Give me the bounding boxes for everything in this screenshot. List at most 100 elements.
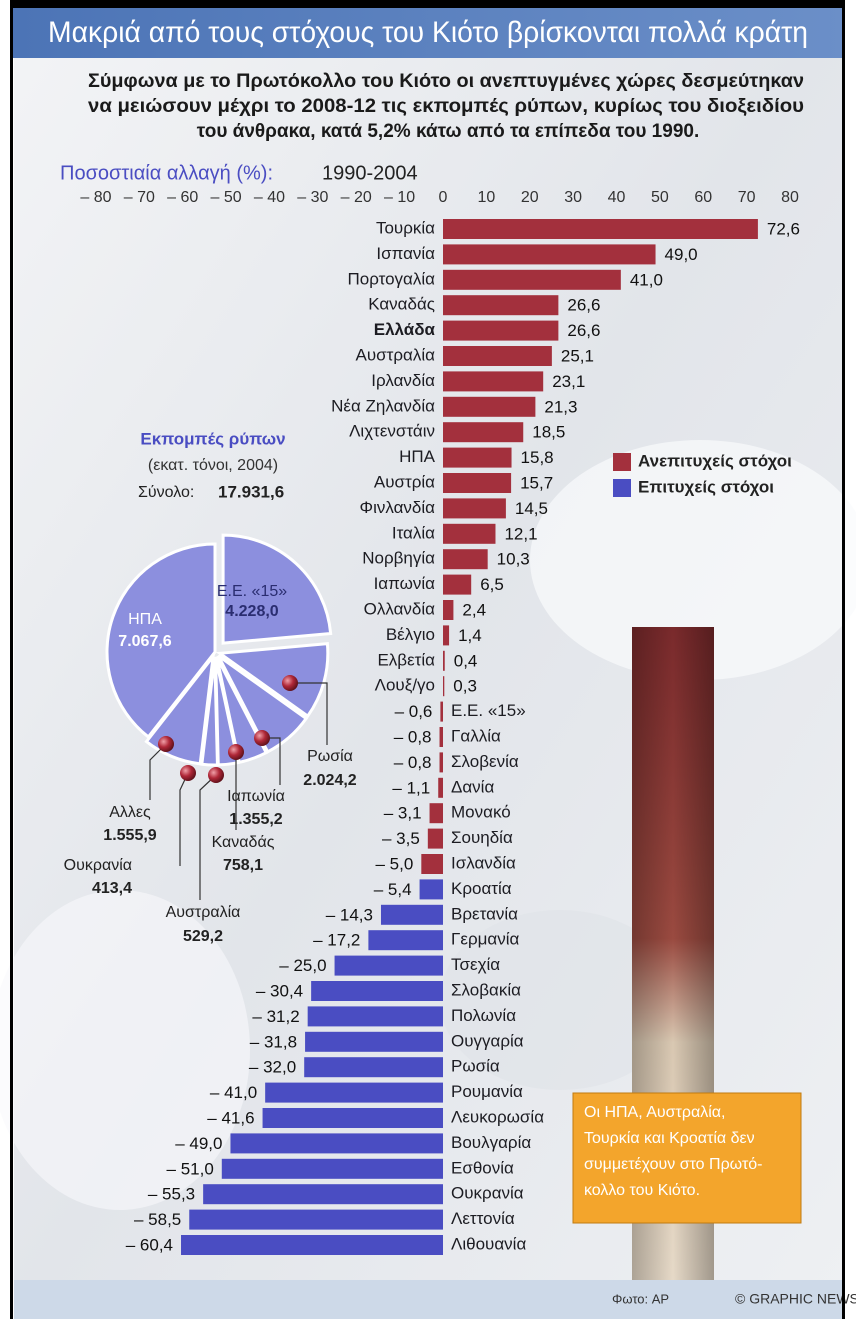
cloud: [530, 440, 856, 680]
value-label: – 41,0: [210, 1083, 257, 1102]
pie-total: 17.931,6: [218, 482, 284, 501]
pie-label: Αυστραλία: [166, 904, 241, 921]
x-tick-label: – 60: [167, 189, 198, 206]
bar: [443, 371, 544, 392]
value-label: – 49,0: [175, 1134, 222, 1153]
value-label: – 5,0: [376, 854, 414, 873]
category-label: Λευκορωσία: [451, 1107, 544, 1126]
category-label: Νορβηγία: [362, 549, 435, 568]
x-tick-label: – 40: [254, 189, 285, 206]
bar: [307, 1006, 443, 1027]
pie-label: Ε.Ε. «15»: [217, 583, 287, 600]
category-label: Καναδάς: [368, 295, 435, 314]
value-label: 10,3: [497, 550, 530, 569]
value-label: – 55,3: [148, 1185, 195, 1204]
bar: [427, 828, 443, 849]
value-label: 26,6: [567, 321, 600, 340]
left-border: [10, 0, 13, 1319]
cloud: [0, 890, 250, 1210]
category-label: Γερμανία: [451, 930, 520, 949]
category-label: Λεττονία: [451, 1209, 515, 1228]
value-label: 49,0: [665, 245, 698, 264]
x-tick-label: 50: [651, 189, 669, 206]
category-label: Ελβετία: [377, 650, 435, 669]
value-label: 25,1: [561, 346, 594, 365]
bar: [443, 396, 536, 417]
axis-title: Ποσοστιαία αλλαγή (%):: [60, 162, 273, 184]
x-tick-label: – 50: [211, 189, 242, 206]
pie-label: ΗΠΑ: [128, 611, 162, 628]
category-label: Βέλγιο: [386, 625, 435, 644]
pie-slice: [221, 533, 333, 645]
bar: [443, 625, 450, 646]
value-label: – 31,2: [252, 1007, 299, 1026]
bar: [443, 219, 758, 239]
category-label: Ιαπωνία: [374, 574, 436, 593]
pie-value-label: 1.555,9: [103, 827, 156, 844]
category-label: ΗΠΑ: [399, 447, 436, 466]
pie-marker: [208, 767, 224, 783]
plot: – 80 – 70 – 60 – 50 – 40 – 30 – 20 – 10 0 10 20 30 4…: [64, 189, 800, 1255]
pie-title: Εκπομπές ρύπων: [140, 429, 285, 448]
legend-label: Ανεπιτυχείς στόχοι: [638, 451, 792, 470]
category-label: Κροατία: [451, 879, 512, 898]
category-label: Ιρλανδία: [371, 371, 435, 390]
category-label: Ολλανδία: [364, 599, 436, 618]
pie-subtitle: (εκατ. τόνοι, 2004): [148, 457, 278, 474]
right-border: [842, 0, 845, 1319]
bar: [443, 650, 445, 671]
value-label: 0,3: [453, 677, 477, 696]
pie-marker: [158, 736, 174, 752]
note-line: κολλο του Κιότο.: [584, 1182, 700, 1199]
top-border: [12, 0, 844, 8]
note-box: [572, 1092, 802, 1224]
value-label: 14,5: [515, 499, 548, 518]
category-label: Σλοβενία: [451, 752, 519, 771]
pie-marker: [180, 765, 196, 781]
bar: [439, 727, 443, 747]
bar: [262, 1108, 443, 1128]
x-tick-label: 30: [564, 189, 582, 206]
bar: [181, 1235, 443, 1255]
bar: [443, 320, 559, 341]
bar: [443, 295, 559, 316]
value-label: 2,4: [462, 600, 486, 619]
category-label: Ισλανδία: [451, 853, 516, 872]
category-label: Ε.Ε. «15»: [451, 701, 526, 720]
bar: [230, 1133, 443, 1154]
bar: [443, 244, 656, 265]
bar: [443, 549, 488, 570]
category-label: Εσθονία: [451, 1158, 514, 1177]
bar: [438, 777, 443, 798]
pie-marker: [282, 675, 298, 691]
note-line: Τουρκία και Κροατία δεν: [584, 1130, 755, 1147]
category-label: Σουηδία: [451, 828, 513, 847]
pie-value-label: 7.067,6: [118, 633, 171, 650]
category-label: Ελλάδα: [374, 320, 436, 339]
value-label: – 17,2: [313, 931, 360, 950]
x-tick-label: 60: [694, 189, 712, 206]
footer-strip: [14, 1280, 842, 1319]
value-label: 18,5: [532, 423, 565, 442]
category-label: Φινλανδία: [360, 498, 436, 517]
bar: [304, 1057, 443, 1078]
pie-marker: [254, 730, 270, 746]
bar: [443, 447, 512, 468]
bar: [380, 904, 443, 925]
bar: [443, 473, 512, 493]
value-label: – 5,4: [374, 880, 412, 899]
bar: [439, 752, 443, 773]
value-label: – 3,5: [382, 829, 420, 848]
bar: [305, 1031, 443, 1052]
value-label: – 32,0: [249, 1058, 296, 1077]
bar: [443, 676, 445, 697]
leader-line: [290, 682, 328, 745]
pie-value-label: 529,2: [183, 928, 223, 945]
category-label: Πολωνία: [451, 1006, 516, 1025]
title-banner: [12, 8, 844, 58]
bar: [440, 701, 443, 722]
bar: [368, 930, 443, 951]
category-label: Βρετανία: [451, 904, 518, 923]
value-label: – 60,4: [126, 1235, 173, 1254]
